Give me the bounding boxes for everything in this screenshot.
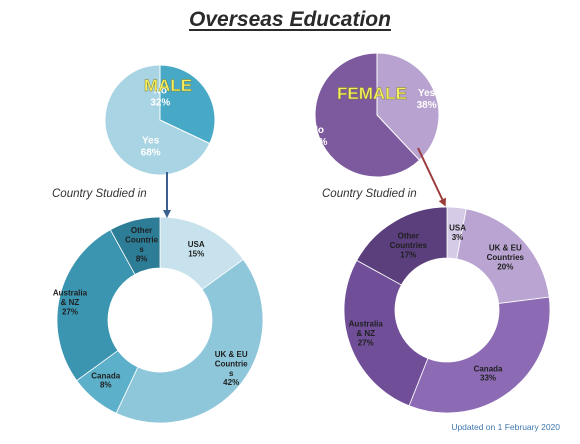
slice-label-other: Other Countrie s 8% [125,226,158,263]
slice-label-uk-eu: UK & EU Countries 20% [487,244,525,272]
female-pie-title: FEMALE [337,84,407,103]
slice-label-no: No 62% [307,125,327,148]
slice-australia [56,229,136,382]
updated-date-footer: Updated on 1 February 2020 [451,422,560,432]
male-pie-title: MALE [144,76,192,95]
male-pie: Yes 68% No 32%MALE [104,64,216,176]
chart-title: Overseas Education [189,8,391,31]
slice-other [356,206,448,286]
female-pie: Yes 38% No 62% FEMALE [307,52,440,178]
slice-label-uk-eu: UK & EU Countrie s 42% [215,350,248,387]
female-country-donut: USA 3% UK & EU Countries 20% Canada 33% Austral… [343,206,551,414]
slice-label-usa: USA 15% [188,240,205,258]
slice-yes [376,52,440,161]
male-country-donut: USA 15% UK & EU Countrie s 42% Canada 8% Austral… [53,216,264,424]
slice-label-yes: Yes 68% [141,136,161,159]
female-arrow [417,147,446,207]
slice-label-canada: Canada 33% [474,364,503,382]
slice-uk-eu [115,258,264,424]
slice-australia [343,259,429,407]
slice-label-australia: Australia & NZ 27% [53,288,88,316]
slice-label-canada: Canada 8% [91,371,120,389]
male-country-subtitle: Country Studied in [52,188,147,200]
slice-uk-eu [456,208,550,304]
slice-canada [408,296,551,414]
slice-label-yes: Yes 38% [417,88,437,111]
slice-other [109,216,161,275]
slice-no [159,64,216,145]
slice-yes [104,64,211,176]
slice-no [314,52,421,178]
slice-label-usa: USA 3% [449,223,466,241]
slice-label-australia: Australia & NZ 27% [349,319,384,347]
slice-label-no: No 32% [150,86,170,109]
female-country-subtitle: Country Studied in [322,188,417,200]
slice-label-other: Other Countries 17% [390,232,428,260]
